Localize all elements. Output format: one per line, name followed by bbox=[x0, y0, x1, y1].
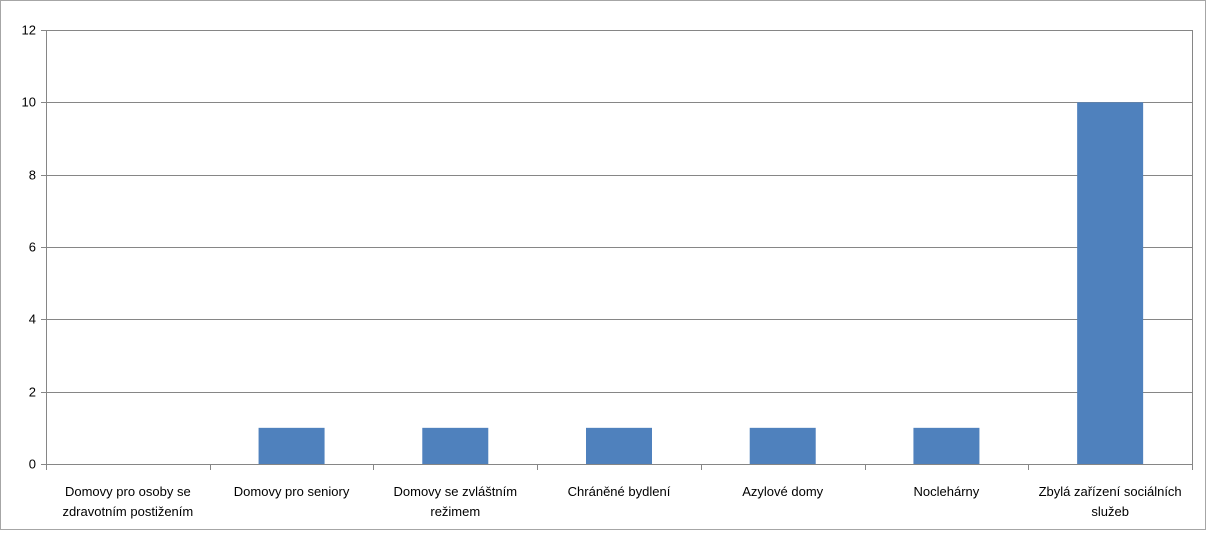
gridlines bbox=[46, 30, 1192, 393]
y-tick-label: 10 bbox=[22, 95, 36, 110]
bars bbox=[258, 102, 1144, 464]
x-tick-label: Chráněné bydlení bbox=[568, 484, 671, 499]
bar bbox=[1077, 102, 1144, 464]
x-tick-label: Domovy pro seniory bbox=[234, 484, 350, 499]
x-tick-label-line: zdravotním postižením bbox=[62, 504, 193, 519]
y-tick-label: 2 bbox=[29, 385, 36, 400]
y-tick-label: 0 bbox=[29, 457, 36, 472]
x-tick-label: Noclehárny bbox=[914, 484, 980, 499]
y-tick-label: 12 bbox=[22, 23, 36, 38]
y-tick-label: 6 bbox=[29, 240, 36, 255]
bar bbox=[749, 427, 816, 464]
x-tick-label: Domovy se zvláštním režimem bbox=[394, 484, 518, 519]
x-tick-label: Zbylá zařízení sociálních služeb bbox=[1039, 484, 1182, 519]
x-tick-labels: Domovy pro osoby se zdravotním postižením… bbox=[62, 484, 1181, 519]
y-tick-labels: 0 2 4 6 8 10 12 bbox=[22, 23, 36, 472]
bar bbox=[586, 427, 652, 464]
bar bbox=[913, 427, 980, 464]
x-tick-label-line: Domovy se zvláštním bbox=[394, 484, 518, 499]
bar bbox=[258, 427, 325, 464]
x-tick-label: Azylové domy bbox=[742, 484, 823, 499]
x-tick-label: Domovy pro osoby se zdravotním postižením bbox=[62, 484, 193, 519]
axes bbox=[41, 30, 1193, 470]
x-tick-label-line: Chráněné bydlení bbox=[568, 484, 671, 499]
y-tick-label: 4 bbox=[29, 312, 36, 327]
x-tick-label-line: Noclehárny bbox=[914, 484, 980, 499]
x-tick-label-line: Azylové domy bbox=[742, 484, 823, 499]
x-tick-label-line: Domovy pro seniory bbox=[234, 484, 350, 499]
y-tick-label: 8 bbox=[29, 168, 36, 183]
bar bbox=[422, 427, 489, 464]
x-tick-label-line: Zbylá zařízení sociálních bbox=[1039, 484, 1182, 499]
x-tick-label-line: režimem bbox=[430, 504, 480, 519]
x-tick-label-line: služeb bbox=[1091, 504, 1129, 519]
x-tick-label-line: Domovy pro osoby se bbox=[65, 484, 191, 499]
